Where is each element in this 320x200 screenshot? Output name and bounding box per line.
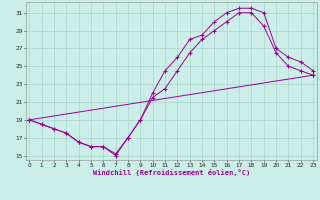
X-axis label: Windchill (Refroidissement éolien,°C): Windchill (Refroidissement éolien,°C) <box>92 169 250 176</box>
